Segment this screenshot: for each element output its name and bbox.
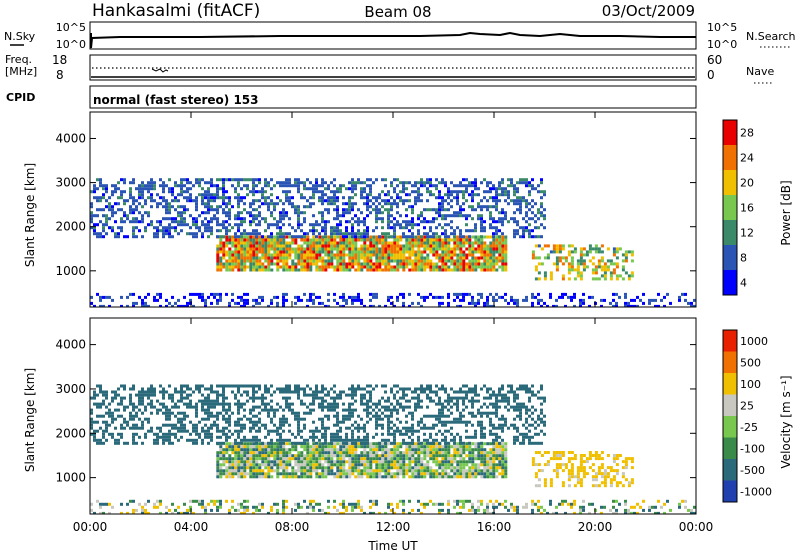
power-colorbar-tick-0: 28 (740, 127, 754, 140)
velocity-colorbar-tick-2: 100 (740, 378, 761, 391)
freq-tick-top: 18 (52, 53, 67, 67)
velocity-y-tick-1: 2000 (55, 426, 86, 440)
velocity-x-tick-1: 04:00 (174, 520, 209, 534)
velocity-colorbar-segment-2 (723, 437, 737, 459)
power-y-tick-3: 4000 (55, 131, 86, 145)
velocity-colorbar-tick-5: -100 (740, 442, 765, 455)
power-colorbar: 28 24 20 16 12 8 4 (722, 119, 754, 296)
velocity-colorbar: 1000 500 100 25 -25 -100 -500 -1000 (722, 329, 772, 503)
power-y-tick-1: 2000 (55, 220, 86, 234)
velocity-colorbar-segment-4 (723, 394, 737, 416)
beam-title: Beam 08 (364, 3, 431, 21)
velocity-colorbar-tick-7: -1000 (740, 485, 772, 498)
velocity-x-tick-6: 00:00 (679, 520, 714, 534)
power-colorbar-segment-6 (723, 120, 737, 145)
velocity-panel: 1000 2000 3000 4000 00:00 04:00 08:00 12:00 16:0… (23, 317, 714, 553)
velocity-x-tick-5: 20:00 (578, 520, 613, 534)
nave-label: Nave (746, 65, 774, 78)
velocity-x-tick-4: 16:00 (477, 520, 512, 534)
velocity-colorbar-tick-1: 500 (740, 356, 761, 369)
velocity-colorbar-segment-6 (723, 351, 737, 373)
date-title: 03/Oct/2009 (602, 2, 695, 20)
power-y-tick-0: 1000 (55, 264, 86, 278)
power-y-tick-2: 3000 (55, 176, 86, 190)
noise-tick-right-bottom: 10^0 (707, 38, 737, 51)
velocity-colorbar-tick-3: 25 (740, 399, 754, 412)
velocity-colorbar-segment-1 (723, 459, 737, 481)
velocity-colorbar-segment-3 (723, 416, 737, 438)
nave-tick-bottom: 0 (707, 68, 715, 82)
cpid-text: normal (fast stereo) 153 (93, 93, 259, 107)
power-colorbar-segment-5 (723, 145, 737, 170)
nsky-label: N.Sky (4, 30, 36, 43)
power-colorbar-segment-3 (723, 195, 737, 220)
freq-unit-label: [MHz] (5, 65, 37, 78)
velocity-x-tick-0: 00:00 (73, 520, 108, 534)
velocity-colorbar-tick-6: -500 (740, 464, 765, 477)
power-colorbar-segment-0 (723, 270, 737, 295)
power-colorbar-label: Power [dB] (779, 180, 793, 245)
noise-panel: N.Sky 10^5 10^0 10^5 10^0 N.Search (4, 21, 796, 51)
velocity-y-tick-3: 4000 (55, 338, 86, 352)
time-axis-label: Time UT (367, 539, 418, 553)
power-colorbar-tick-6: 4 (740, 277, 747, 290)
velocity-x-tick-3: 12:00 (376, 520, 411, 534)
velocity-colorbar-segment-0 (723, 480, 737, 502)
nsearch-label: N.Search (746, 30, 796, 43)
power-colorbar-tick-3: 16 (740, 202, 754, 215)
cpid-panel: CPID normal (fast stereo) 153 (6, 85, 697, 109)
velocity-y-label: Slant Range [km] (23, 368, 37, 472)
velocity-y-tick-0: 1000 (55, 471, 86, 485)
power-colorbar-segment-1 (723, 245, 737, 270)
power-colorbar-segment-2 (723, 220, 737, 245)
nsky-trace (90, 31, 696, 49)
velocity-colorbar-tick-0: 1000 (740, 335, 768, 348)
power-colorbar-tick-1: 24 (740, 152, 754, 165)
power-colorbar-segment-4 (723, 170, 737, 195)
freq-tick-bottom: 8 (56, 68, 64, 82)
power-panel: 1000 2000 3000 4000 Slant Range [km] (23, 111, 697, 308)
velocity-y-tick-2: 3000 (55, 382, 86, 396)
cpid-label: CPID (6, 91, 35, 104)
freq-label: Freq. (5, 53, 32, 66)
noise-tick-left-top: 10^5 (56, 21, 86, 34)
noise-tick-left-bottom: 10^0 (56, 38, 86, 51)
velocity-x-tick-2: 08:00 (275, 520, 310, 534)
noise-tick-right-top: 10^5 (707, 21, 737, 34)
power-colorbar-tick-4: 12 (740, 227, 754, 240)
velocity-colorbar-tick-4: -25 (740, 421, 758, 434)
frequency-panel: Freq. [MHz] 18 8 60 0 Nave (5, 53, 774, 84)
station-title: Hankasalmi (fitACF) (92, 1, 260, 21)
velocity-heatmap (90, 384, 696, 514)
power-colorbar-tick-2: 20 (740, 177, 754, 190)
velocity-colorbar-segment-5 (723, 373, 737, 395)
power-colorbar-tick-5: 8 (740, 252, 747, 265)
power-heatmap (90, 178, 696, 307)
nave-tick-top: 60 (707, 53, 722, 67)
power-y-label: Slant Range [km] (23, 163, 37, 267)
velocity-colorbar-segment-7 (723, 330, 737, 352)
velocity-colorbar-label: Velocity [m s⁻¹] (779, 375, 793, 468)
